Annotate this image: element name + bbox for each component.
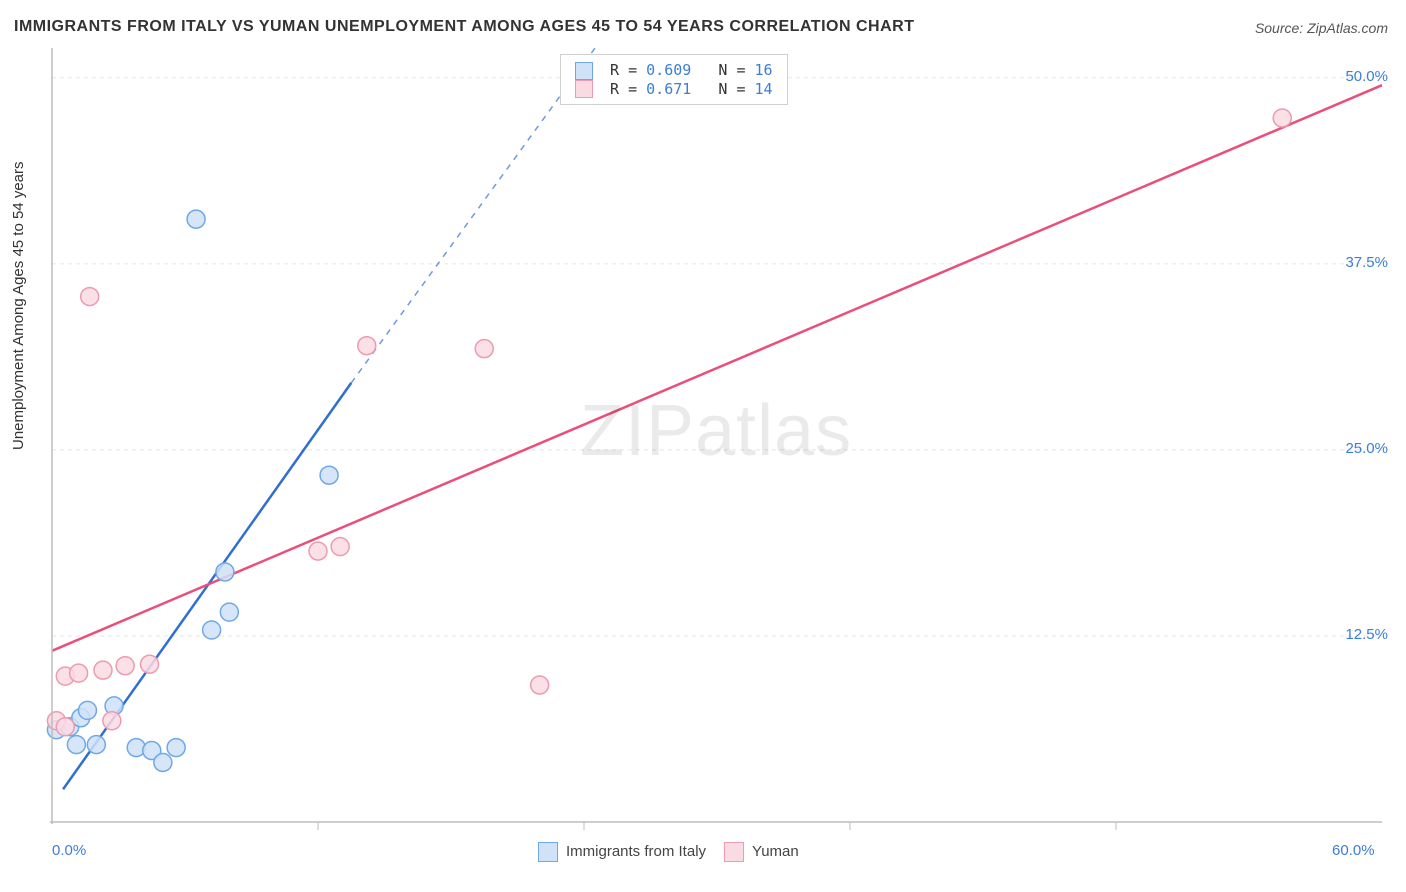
legend-swatch bbox=[538, 842, 558, 862]
chart-container: IMMIGRANTS FROM ITALY VS YUMAN UNEMPLOYM… bbox=[0, 0, 1406, 892]
legend-swatch bbox=[575, 80, 593, 98]
stat-r: 0.609 bbox=[646, 61, 691, 79]
y-tick-label: 12.5% bbox=[1345, 626, 1388, 643]
stats-row: R = 0.671 N = 14 bbox=[575, 80, 773, 99]
stats-legend-box: R = 0.609 N = 16 R = 0.671 N = 14 bbox=[560, 54, 788, 105]
legend-swatch bbox=[724, 842, 744, 862]
stat-n: 16 bbox=[755, 61, 773, 79]
data-point bbox=[216, 563, 234, 581]
chart-svg bbox=[0, 0, 1406, 892]
data-point bbox=[70, 664, 88, 682]
data-point bbox=[94, 661, 112, 679]
data-point bbox=[141, 655, 159, 673]
legend-label: Yuman bbox=[752, 843, 799, 860]
data-point bbox=[320, 466, 338, 484]
stat-r: 0.671 bbox=[646, 80, 691, 98]
data-point bbox=[67, 736, 85, 754]
data-point bbox=[56, 718, 74, 736]
fit-line bbox=[52, 85, 1382, 651]
x-tick-label: 0.0% bbox=[52, 842, 86, 859]
data-point bbox=[309, 542, 327, 560]
data-point bbox=[187, 210, 205, 228]
data-point bbox=[87, 736, 105, 754]
bottom-legend: Immigrants from Italy Yuman bbox=[520, 842, 799, 862]
data-point bbox=[203, 621, 221, 639]
y-tick-label: 50.0% bbox=[1345, 68, 1388, 85]
stat-n: 14 bbox=[755, 80, 773, 98]
data-point bbox=[220, 603, 238, 621]
fit-line-dash bbox=[351, 48, 595, 383]
legend-item: Immigrants from Italy bbox=[520, 843, 706, 860]
data-point bbox=[78, 701, 96, 719]
data-point bbox=[167, 739, 185, 757]
stats-row: R = 0.609 N = 16 bbox=[575, 61, 773, 80]
data-point bbox=[475, 340, 493, 358]
data-point bbox=[1273, 109, 1291, 127]
data-point bbox=[81, 288, 99, 306]
data-point bbox=[154, 753, 172, 771]
legend-item: Yuman bbox=[706, 843, 799, 860]
x-tick-label: 60.0% bbox=[1332, 842, 1375, 859]
legend-label: Immigrants from Italy bbox=[566, 843, 706, 860]
data-point bbox=[103, 712, 121, 730]
data-point bbox=[531, 676, 549, 694]
data-point bbox=[331, 538, 349, 556]
legend-swatch bbox=[575, 62, 593, 80]
y-tick-label: 37.5% bbox=[1345, 254, 1388, 271]
data-point bbox=[358, 337, 376, 355]
y-tick-label: 25.0% bbox=[1345, 440, 1388, 457]
data-point bbox=[116, 657, 134, 675]
